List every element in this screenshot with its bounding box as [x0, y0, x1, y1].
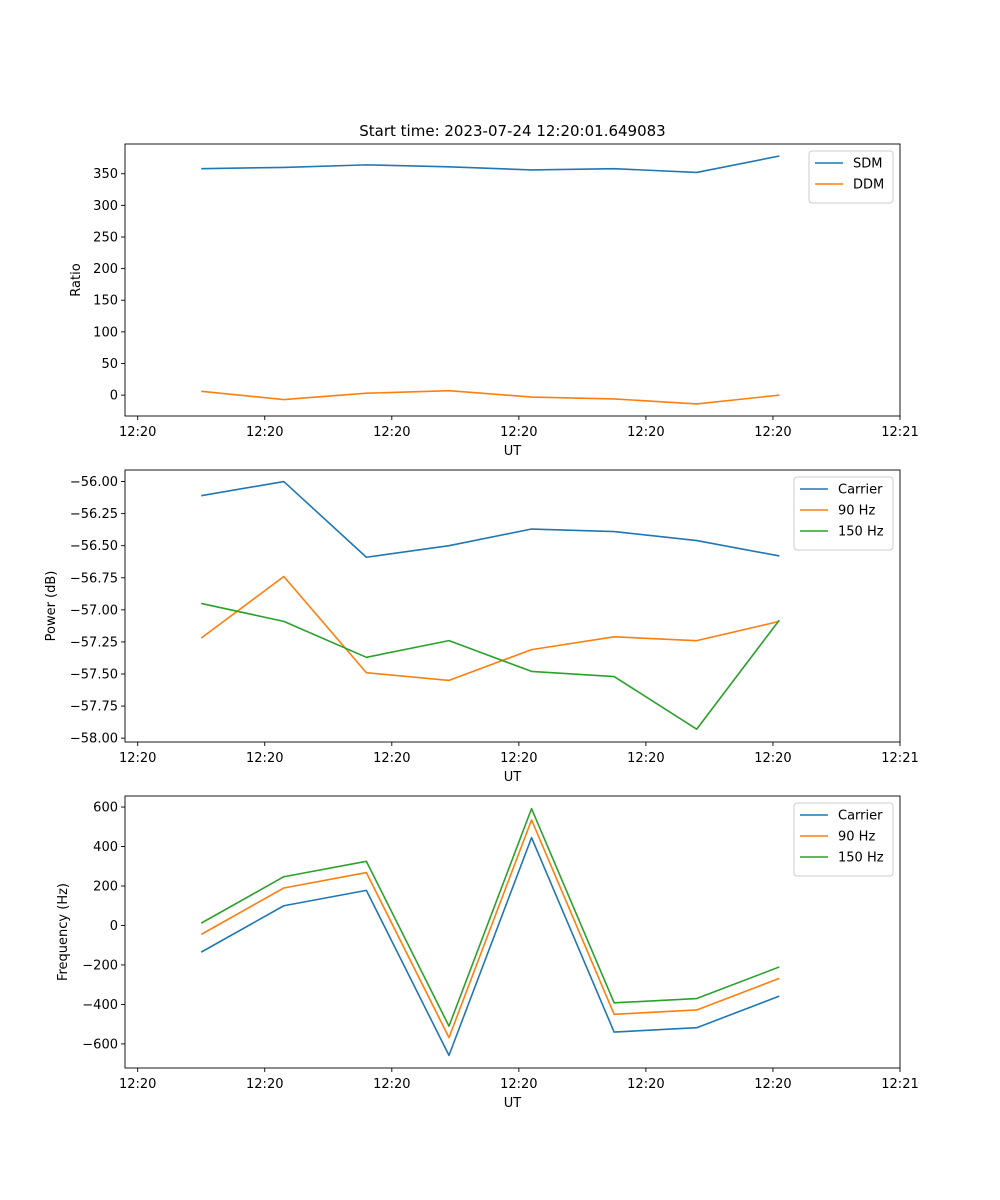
y-tick-label: −56.25 [70, 507, 118, 522]
legend-label: SDM [853, 157, 882, 172]
y-tick-label: 400 [93, 840, 118, 855]
y-tick-label: 50 [101, 357, 118, 372]
x-tick-label: 12:20 [119, 751, 156, 766]
y-tick-label: −600 [82, 1037, 118, 1052]
y-tick-label: −400 [82, 998, 118, 1013]
y-tick-label: −56.75 [70, 571, 118, 586]
legend-label: 150 Hz [838, 851, 884, 866]
y-tick-label: −57.50 [70, 668, 118, 683]
x-tick-label: 12:20 [500, 751, 537, 766]
y-tick-label: 350 [93, 167, 118, 182]
legend-label: 90 Hz [838, 504, 875, 519]
y-tick-label: −57.25 [70, 635, 118, 650]
y-tick-label: −56.50 [70, 539, 118, 554]
x-tick-label: 12:20 [627, 425, 664, 440]
x-tick-label: 12:20 [627, 751, 664, 766]
legend-label: DDM [853, 178, 884, 193]
x-tick-label: 12:20 [246, 751, 283, 766]
y-tick-label: −200 [82, 958, 118, 973]
y-tick-label: 150 [93, 294, 118, 309]
series-line-carrier [200, 836, 780, 1057]
y-tick-label: 300 [93, 199, 118, 214]
legend: SDM DDM [808, 150, 894, 204]
x-tick-label: 12:21 [881, 751, 918, 766]
y-axis-label: Frequency (Hz) [56, 883, 71, 981]
legend: Carrier 90 Hz 150 Hz [793, 476, 894, 551]
x-tick-label: 12:20 [627, 1077, 664, 1092]
series-line-90-hz [200, 819, 780, 1039]
x-axis-label: UT [504, 444, 522, 459]
y-tick-label: 250 [93, 230, 118, 245]
x-tick-label: 12:20 [500, 1077, 537, 1092]
y-tick-label: 100 [93, 325, 118, 340]
y-tick-label: 0 [110, 919, 118, 934]
x-tick-label: 12:20 [119, 425, 156, 440]
x-tick-label: 12:20 [754, 751, 791, 766]
series-line-150-hz [200, 807, 780, 1027]
x-tick-label: 12:20 [246, 425, 283, 440]
series-line-ddm [201, 389, 780, 405]
x-tick-label: 12:21 [881, 425, 918, 440]
subplot-1: 12:20 12:20 12:20 12:20 12:20 12:20 12:21 0 50 10… [69, 143, 919, 459]
x-axis-label: UT [504, 1096, 522, 1111]
x-tick-label: 12:20 [373, 1077, 410, 1092]
axes-frame [124, 795, 901, 1069]
y-axis-label: Ratio [69, 263, 84, 296]
legend: Carrier 90 Hz 150 Hz [793, 802, 894, 877]
legend-label: 90 Hz [838, 830, 875, 845]
y-tick-label: 200 [93, 880, 118, 895]
x-tick-label: 12:20 [500, 425, 537, 440]
axes-frame [124, 143, 901, 417]
legend-label: Carrier [838, 483, 883, 498]
x-tick-label: 12:20 [119, 1077, 156, 1092]
series-line-carrier [201, 480, 780, 559]
y-tick-label: 200 [93, 262, 118, 277]
x-tick-label: 12:20 [373, 425, 410, 440]
x-tick-label: 12:21 [881, 1077, 918, 1092]
y-tick-label: −57.75 [70, 700, 118, 715]
y-tick-label: −58.00 [70, 732, 118, 747]
y-tick-label: −56.00 [70, 475, 118, 490]
x-tick-label: 12:20 [373, 751, 410, 766]
x-tick-label: 12:20 [754, 1077, 791, 1092]
y-axis-label: Power (dB) [44, 571, 59, 642]
legend-box [808, 150, 894, 204]
x-tick-label: 12:20 [246, 1077, 283, 1092]
legend-label: 150 Hz [838, 525, 884, 540]
x-tick-label: 12:20 [754, 425, 791, 440]
y-tick-label: 0 [110, 389, 118, 404]
series-line-sdm [201, 155, 780, 174]
chart-title: Start time: 2023-07-24 12:20:01.649083 [359, 122, 665, 140]
legend-label: Carrier [838, 809, 883, 824]
axes-frame [124, 469, 901, 743]
subplot-3: 12:20 12:20 12:20 12:20 12:20 12:20 12:21 −600 −… [56, 795, 919, 1111]
y-tick-label: −57.00 [70, 603, 118, 618]
y-tick-label: 600 [93, 801, 118, 816]
series-line-90-hz [200, 575, 780, 682]
subplot-2: 12:20 12:20 12:20 12:20 12:20 12:20 12:21 −58.0… [44, 469, 919, 785]
series-line-150-hz [201, 602, 780, 730]
x-axis-label: UT [504, 770, 522, 785]
